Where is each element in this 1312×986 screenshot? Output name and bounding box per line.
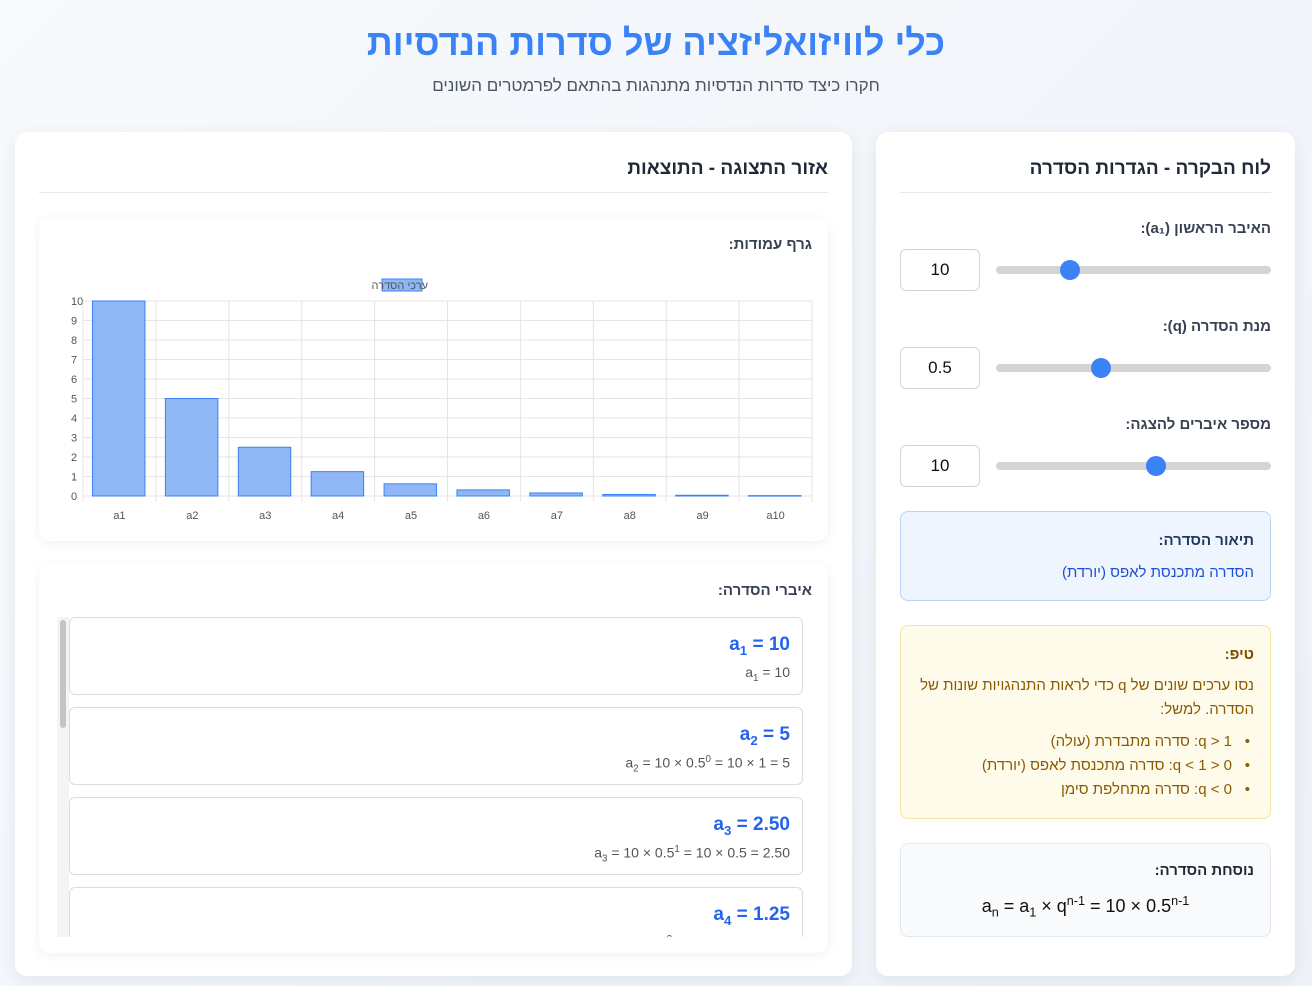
term-calculation: a3 = 10 × 0.51 = 10 × 0.5 = 2.50 [594,844,790,865]
description-title: תיאור הסדרה: [1158,532,1254,549]
first-term-slider[interactable] [996,260,1271,280]
bar [310,471,365,497]
display-panel: אזור התצוגה - התוצאות גרף עמודות: 0 1 2 3 4 5… [15,132,852,976]
formula-q: 0.5 [1146,896,1172,916]
first-term-input[interactable]: 10 [900,249,980,291]
legend-label: ערכי הסדרה [372,280,428,292]
tip-item: q < 0: סדרה מתחלפת סימן [914,778,1254,802]
bar [748,495,802,497]
y-tick-label: 9 [71,316,77,328]
term-calculation: a4 = 10 × 0.52 = 10 × 0.25 = 1.25 [586,934,790,937]
page-subtitle: חקרו כיצד סדרות הנדסיות מתנהגות בהתאם לפ… [432,76,880,95]
terms-title: איברי הסדרה: [717,582,812,599]
x-tick-label: a2 [186,510,198,522]
x-tick-label: a1 [113,510,125,522]
x-tick-label: a7 [551,510,563,522]
bar [237,446,292,497]
tip-title: טיפ: [1224,646,1254,663]
tip-item: 0 < q < 1: סדרה מתכנסת לאפס (יורדת) [914,754,1254,778]
ratio-input[interactable]: 0.5 [900,347,980,389]
first-term-label: האיבר הראשון (a₁): [1140,220,1271,237]
term-value: a4 = 1.25 [713,904,790,928]
y-tick-label: 1 [71,472,77,484]
x-tick-label: a5 [405,510,417,522]
ratio-slider-thumb[interactable] [1090,358,1111,378]
tip-list: q > 1: סדרה מתבדרת (עולה) 0 < q < 1: סדר… [914,730,1254,802]
page-title: כלי לוויזואליזציה של סדרות הנדסיות [366,22,946,63]
scrollbar[interactable] [57,617,69,937]
bar [164,398,219,497]
bar [91,300,146,497]
y-tick-label: 5 [71,394,77,406]
x-tick-label: a6 [478,510,490,522]
scrollbar-thumb[interactable] [60,620,66,728]
chart-title: גרף עמודות: [728,236,812,253]
x-tick-label: a9 [697,510,709,522]
y-tick-label: 4 [71,413,77,425]
display-panel-title: אזור התצוגה - התוצאות [627,158,828,179]
divider [900,192,1271,193]
count-label: מספר איברים להצגה: [1125,416,1271,433]
y-tick-label: 8 [71,335,77,347]
legend-swatch [381,278,423,292]
bar [675,494,729,497]
formula: an = a1 × qn-1 = 10 × 0.5n-1 [981,894,1190,920]
y-tick-label: 7 [71,355,77,367]
tip-item: q > 1: סדרה מתבדרת (עולה) [914,730,1254,754]
tip-text: נסו ערכים שונים של q כדי לראות התנהגויות… [920,677,1254,718]
term-value: a2 = 5 [739,724,790,748]
description-text: הסדרה מתכנסת לאפס (יורדת) [1061,564,1254,581]
bar-chart: 0 1 2 3 4 5 6 7 8 9 10 a1 a2 a3 a4 a5 a6 a7 a8 a9 a10 ערכי הס… [71,278,813,522]
y-tick-label: 2 [71,452,77,464]
formula-box: נוסחת הסדרה: an = a1 × qn-1 = 10 × 0.5n-… [900,843,1271,937]
formula-a1: 10 [1105,896,1126,916]
formula-title: נוסחת הסדרה: [1154,862,1254,879]
term-item: a4 = 1.25 a4 = 10 × 0.52 = 10 × 0.25 = 1.… [69,887,803,937]
x-tick-label: a8 [624,510,636,522]
terms-list[interactable]: a1 = 10 a1 = 10 a2 = 5 a2 = 10 × 0.50 = 10 … [69,617,805,937]
term-calculation: a2 = 10 × 0.50 = 10 × 1 = 5 [625,754,790,775]
ratio-label: מנת הסדרה (q): [1162,318,1271,335]
control-panel-title: לוח הבקרה - הגדרות הסדרה [1029,158,1271,179]
count-input[interactable]: 10 [900,445,980,487]
bar [383,483,438,497]
y-tick-label: 0 [71,491,77,503]
x-tick-label: a4 [332,510,344,522]
x-tick-label: a10 [766,510,784,522]
divider [39,192,828,193]
bar [529,492,583,497]
count-slider[interactable] [996,456,1271,476]
y-tick-label: 6 [71,374,77,386]
term-calculation: a1 = 10 [745,664,790,684]
term-value: a1 = 10 [729,634,790,658]
y-tick-label: 10 [71,296,83,308]
chart-card: גרף עמודות: 0 1 2 3 4 5 6 7 8 9 10 a1 a2 a3 a4 a5 a6 a7 a8… [39,218,828,541]
term-item: a3 = 2.50 a3 = 10 × 0.51 = 10 × 0.5 = 2.5… [69,797,803,875]
term-item: a2 = 5 a2 = 10 × 0.50 = 10 × 1 = 5 [69,707,803,785]
first-term-slider-thumb[interactable] [1060,260,1081,280]
description-box: תיאור הסדרה: הסדרה מתכנסת לאפס (יורדת) [900,511,1271,601]
bar [456,489,510,497]
bar [602,493,656,497]
tip-box: טיפ: נסו ערכים שונים של q כדי לראות התנה… [900,625,1271,819]
control-panel: לוח הבקרה - הגדרות הסדרה האיבר הראשון (a… [876,132,1295,976]
y-tick-label: 3 [71,433,77,445]
count-slider-thumb[interactable] [1145,456,1166,476]
terms-card: איברי הסדרה: a1 = 10 a1 = 10 a2 = 5 a2 = 10… [39,564,828,953]
term-value: a3 = 2.50 [713,814,790,838]
x-tick-label: a3 [259,510,271,522]
term-item: a1 = 10 a1 = 10 [69,617,803,695]
ratio-slider[interactable] [996,358,1271,378]
